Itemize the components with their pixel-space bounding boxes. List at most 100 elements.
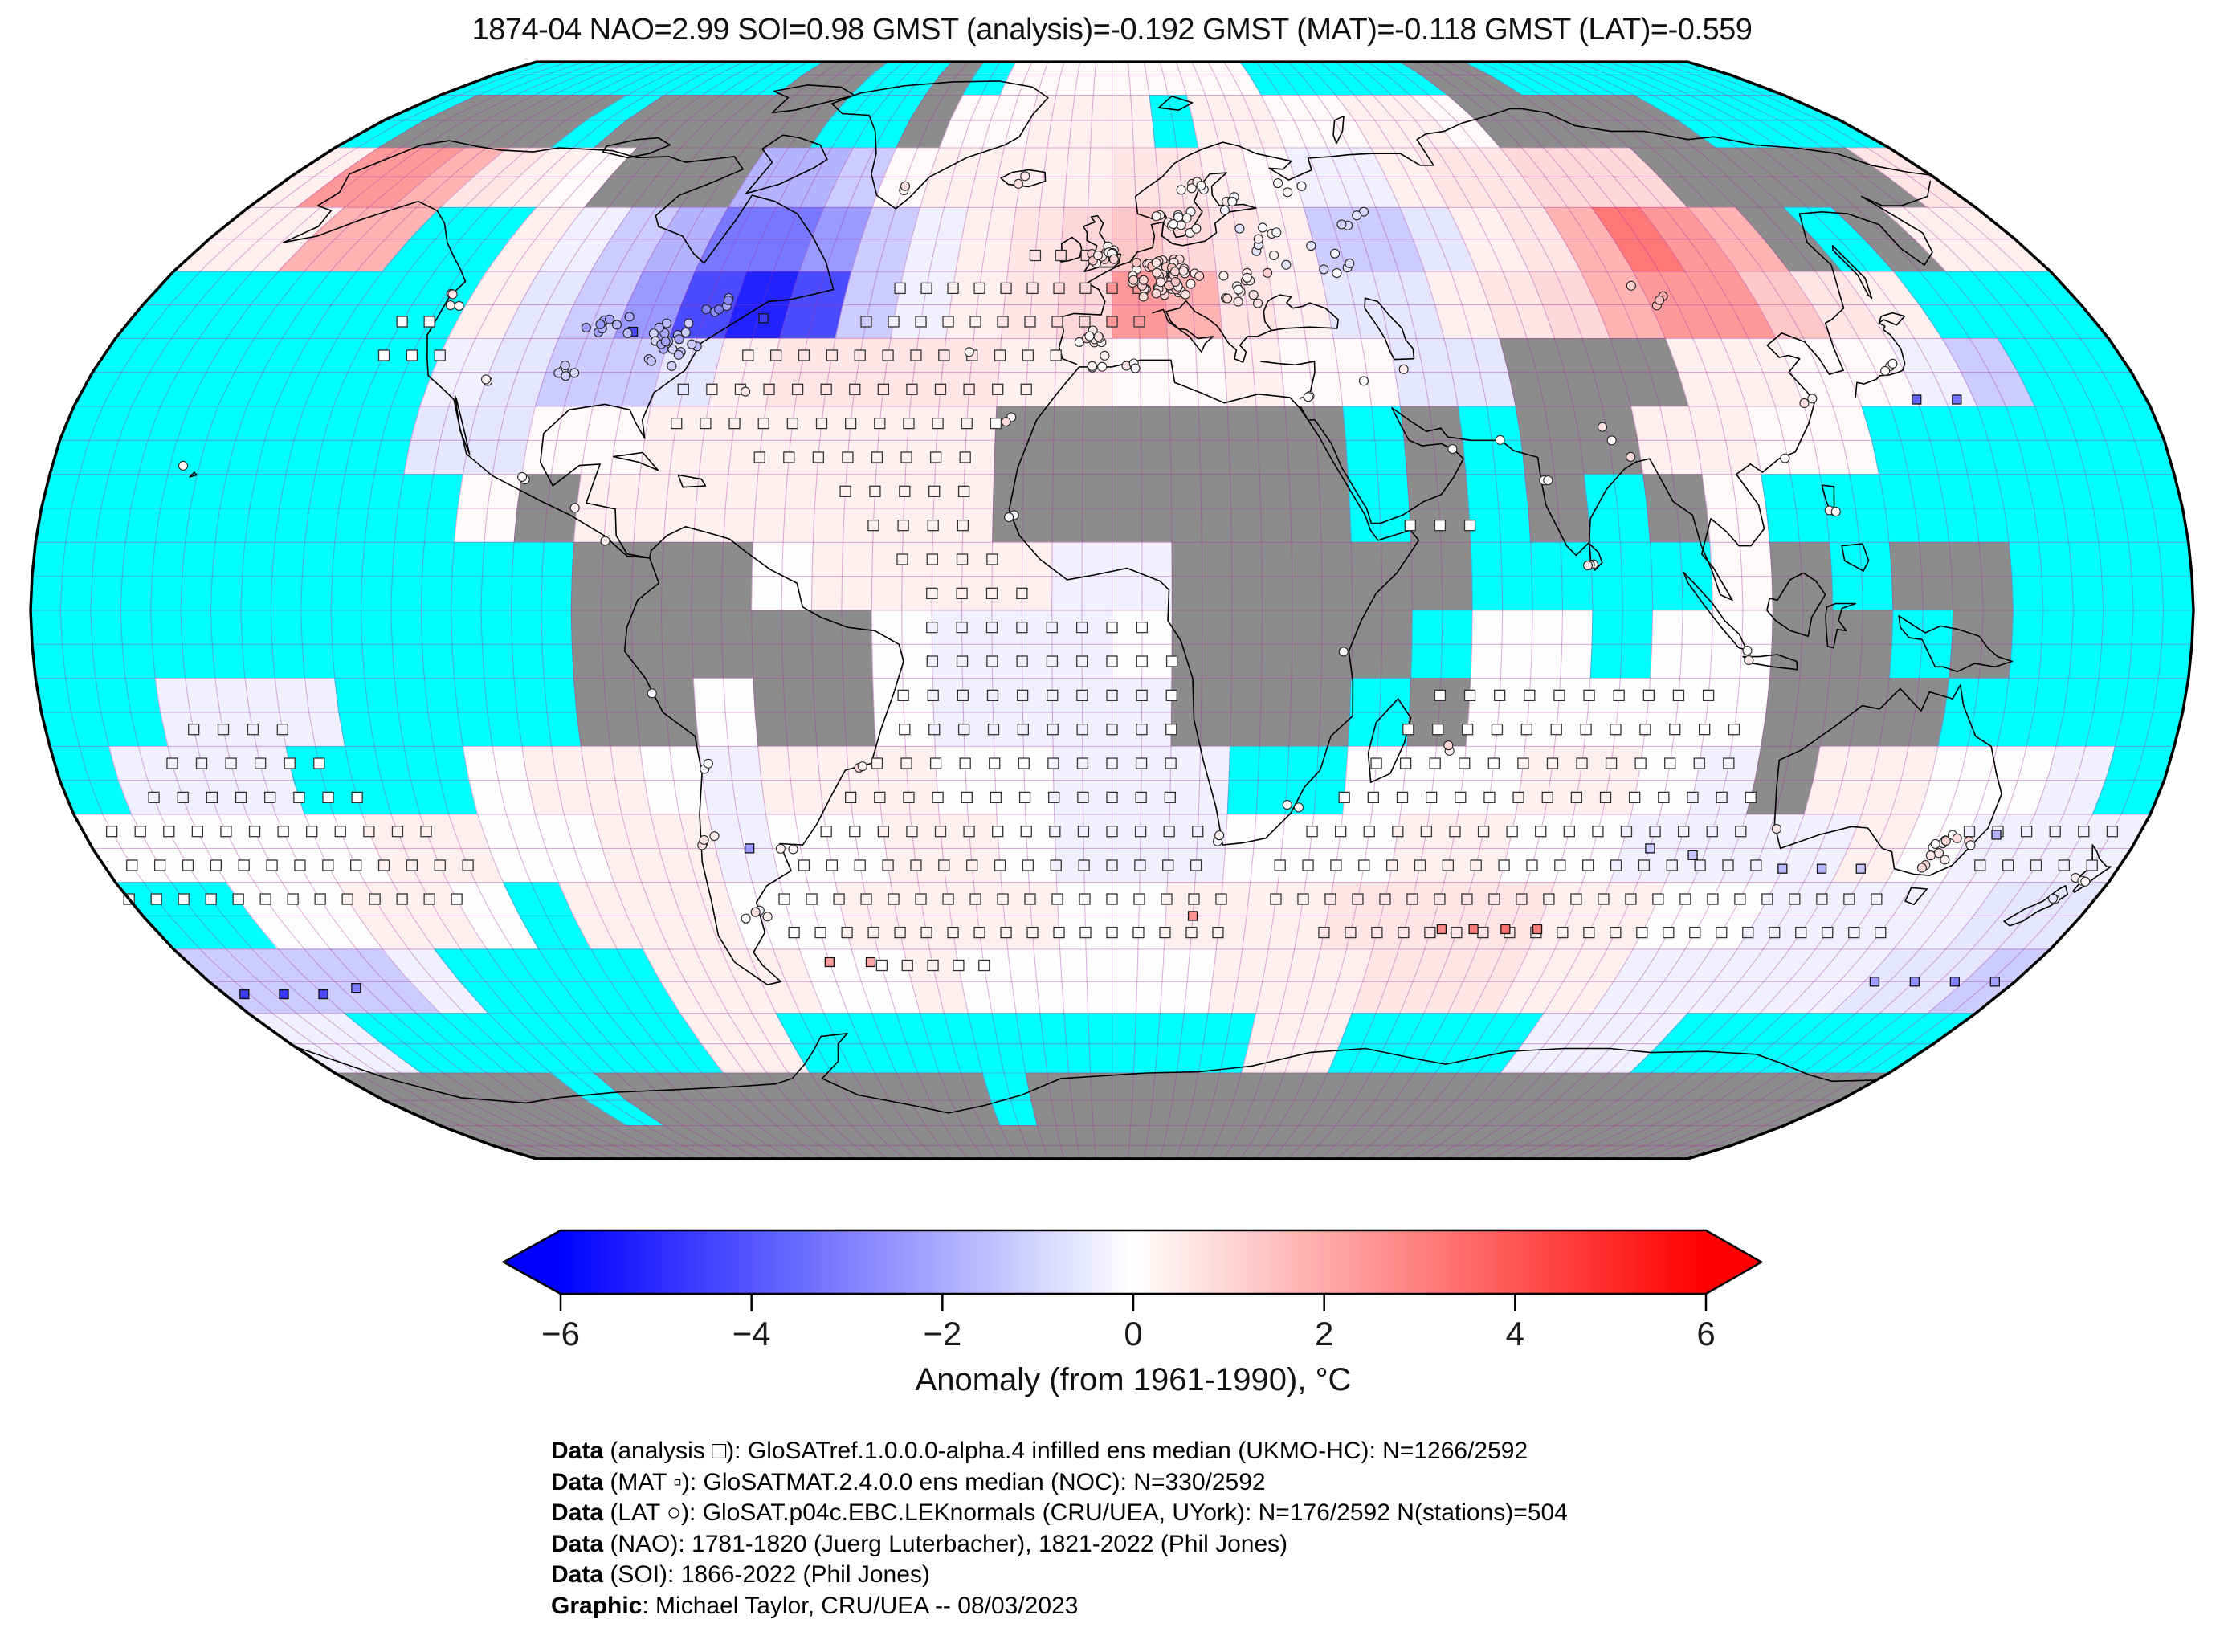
mat-marker xyxy=(1777,863,1788,874)
meridian-line xyxy=(660,61,873,1160)
station-circle xyxy=(1191,223,1202,234)
coastline xyxy=(613,451,659,471)
analysis-marker xyxy=(2058,859,2071,871)
analysis-marker xyxy=(1543,893,1555,905)
coastline xyxy=(1825,602,1857,649)
analysis-marker xyxy=(1687,791,1699,804)
mat-marker xyxy=(1532,924,1543,935)
station-circle xyxy=(1296,181,1307,191)
station-circle xyxy=(1626,451,1636,462)
colorbar-gradient xyxy=(501,1229,1764,1295)
analysis-marker xyxy=(1625,893,1637,905)
meridian-line xyxy=(1271,61,1414,1160)
meridian-line xyxy=(420,61,745,1160)
mat-marker xyxy=(1687,850,1698,860)
meridian-line xyxy=(1239,61,1353,1160)
analysis-marker xyxy=(877,826,889,838)
analysis-marker xyxy=(1451,926,1463,939)
station-circle xyxy=(600,536,610,546)
analysis-marker xyxy=(1663,926,1675,939)
meridian-line xyxy=(1335,61,1533,1160)
analysis-marker xyxy=(1598,893,1610,905)
station-circle xyxy=(595,319,606,329)
analysis-marker xyxy=(205,893,217,905)
meridian-line xyxy=(59,61,553,1160)
analysis-marker xyxy=(1463,519,1476,532)
analysis-marker xyxy=(1477,826,1490,838)
analysis-marker xyxy=(1077,791,1089,804)
footer-line: Data (SOI): 1866-2022 (Phil Jones) xyxy=(551,1560,1568,1591)
analysis-marker xyxy=(1459,757,1471,769)
analysis-marker xyxy=(1185,926,1198,939)
analysis-marker xyxy=(1192,826,1204,838)
coastline xyxy=(1008,359,1420,846)
analysis-marker xyxy=(926,587,938,599)
analysis-marker xyxy=(1488,893,1500,905)
coastline xyxy=(294,1033,1877,1114)
analysis-marker xyxy=(957,689,969,702)
analysis-marker xyxy=(763,383,775,395)
station-circle xyxy=(1001,417,1011,427)
analysis-marker xyxy=(1335,826,1347,838)
station-circle xyxy=(762,912,773,922)
station-circle xyxy=(709,831,720,842)
analysis-marker xyxy=(938,349,950,361)
analysis-marker xyxy=(259,893,271,905)
analysis-marker xyxy=(1046,622,1058,634)
meridian-line xyxy=(1543,61,1924,1160)
meridian-line xyxy=(1175,61,1233,1160)
footer-line-prefix: Data xyxy=(551,1561,604,1588)
analysis-marker xyxy=(420,826,432,838)
mat-marker xyxy=(758,313,769,324)
analysis-marker xyxy=(1297,893,1309,905)
footer-line-prefix: Data xyxy=(551,1499,604,1526)
station-circle xyxy=(654,322,664,332)
mat-marker xyxy=(1855,863,1866,874)
analysis-marker xyxy=(1161,893,1173,905)
station-circle xyxy=(1933,848,1944,859)
station-circle xyxy=(1293,802,1304,813)
analysis-marker xyxy=(961,791,973,804)
analysis-marker xyxy=(910,349,922,361)
analysis-marker xyxy=(1162,859,1174,871)
analysis-marker xyxy=(1024,893,1036,905)
analysis-marker xyxy=(1274,859,1286,871)
station-circle xyxy=(1952,833,1962,843)
analysis-marker xyxy=(947,282,959,295)
station-circle xyxy=(684,318,694,328)
analysis-marker xyxy=(1694,859,1706,871)
analysis-marker xyxy=(150,893,162,905)
coastline xyxy=(1364,297,1415,361)
meridian-line xyxy=(601,61,841,1160)
footer-line-text: (NAO): 1781-1820 (Juerg Luterbacher), 18… xyxy=(603,1530,1288,1557)
analysis-marker xyxy=(932,791,944,804)
analysis-marker xyxy=(1134,859,1146,871)
analysis-marker xyxy=(874,791,886,804)
analysis-marker xyxy=(1583,689,1595,702)
station-circle xyxy=(1744,655,1754,666)
analysis-marker xyxy=(350,859,362,871)
analysis-marker xyxy=(1106,622,1118,634)
analysis-marker xyxy=(906,383,918,395)
analysis-marker xyxy=(1016,622,1028,634)
analysis-marker xyxy=(1434,689,1447,702)
meridian-line xyxy=(931,61,1017,1160)
analysis-marker xyxy=(1592,826,1604,838)
analysis-marker xyxy=(1706,826,1718,838)
analysis-marker xyxy=(1524,689,1536,702)
analysis-marker xyxy=(820,826,832,838)
analysis-marker xyxy=(1494,689,1506,702)
coastline xyxy=(1855,312,1906,398)
analysis-marker xyxy=(1424,926,1436,939)
analysis-marker xyxy=(1136,655,1148,667)
map-outline xyxy=(29,60,2195,1160)
analysis-marker xyxy=(1707,893,1719,905)
coastline xyxy=(1157,95,1194,111)
meridian-line xyxy=(901,61,1001,1160)
meridian-line xyxy=(720,61,905,1160)
analysis-marker xyxy=(783,451,795,463)
analysis-marker xyxy=(1106,689,1118,702)
analysis-marker xyxy=(1371,926,1383,939)
station-circle xyxy=(1093,332,1104,342)
analysis-marker xyxy=(1345,926,1357,939)
